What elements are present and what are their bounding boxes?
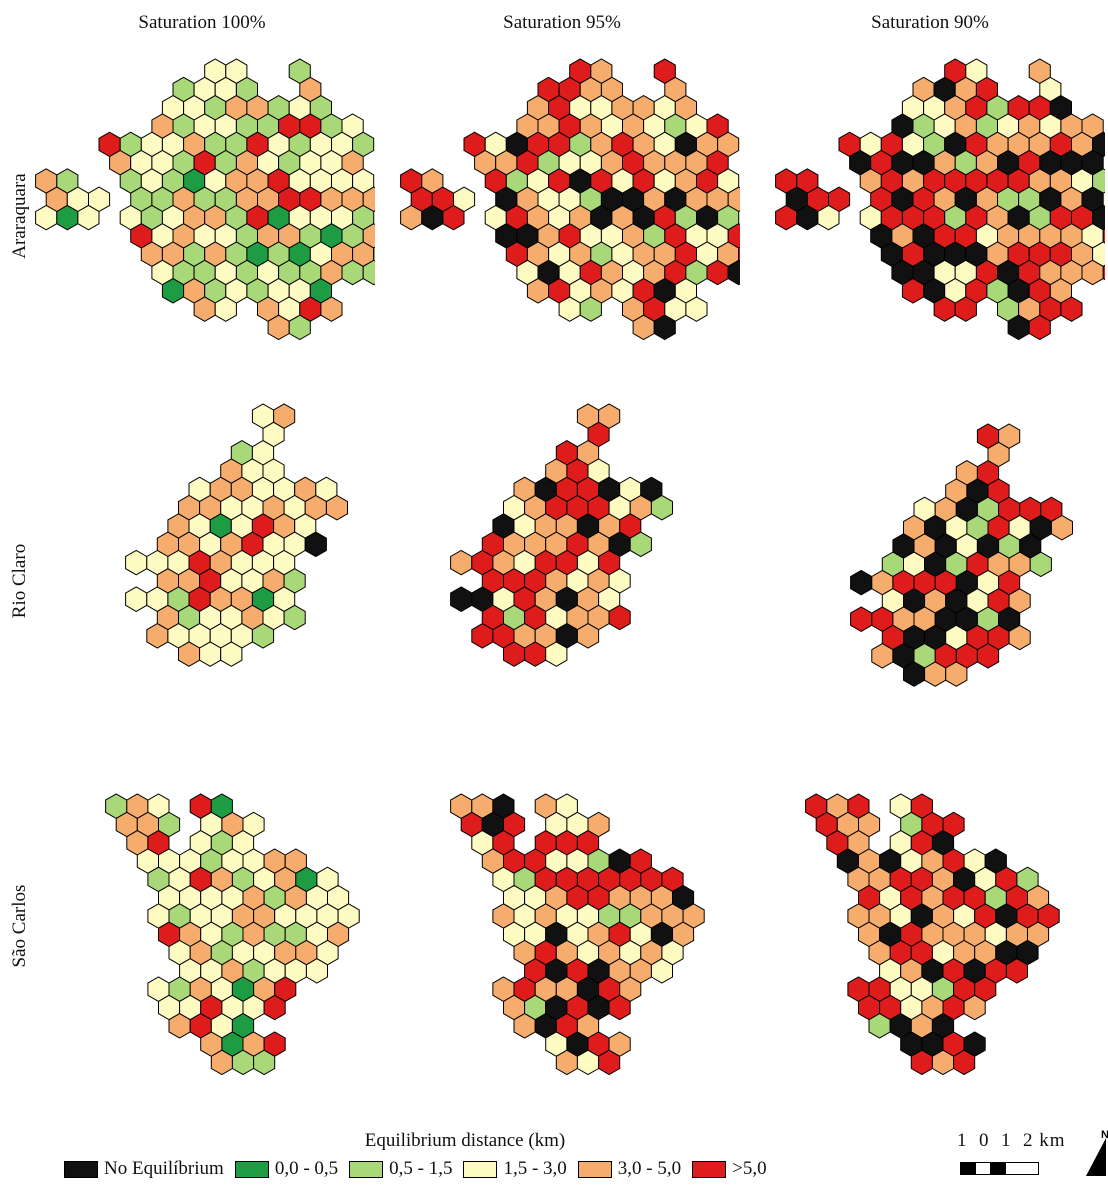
hex-cell	[945, 661, 968, 687]
hex-cell	[283, 604, 306, 631]
hex-cell	[608, 604, 631, 631]
hex-cell	[1005, 958, 1028, 984]
hex-cell	[650, 958, 673, 984]
map-araraquara-saturation-90	[775, 58, 1105, 341]
hex-cell	[653, 314, 676, 341]
map-rio-claro-saturation-100	[125, 403, 348, 667]
hex-cell	[629, 531, 652, 558]
map-sao-carlos-saturation-90	[805, 793, 1060, 1076]
hex-cell	[362, 259, 375, 286]
map-sao-carlos-saturation-100	[105, 793, 360, 1076]
north-arrow-icon: N	[1086, 1129, 1108, 1176]
hex-cell	[214, 296, 237, 322]
hex-cell	[1008, 624, 1031, 651]
legend-title: Equilibrium distance (km)	[364, 1130, 566, 1151]
hex-cell	[727, 259, 740, 286]
hex-cell	[1060, 296, 1083, 322]
hex-cell	[77, 204, 100, 231]
hex-cell	[305, 958, 328, 984]
legend-label: 0,5 - 1,5	[389, 1158, 453, 1179]
hex-cell	[1029, 551, 1052, 578]
hex-cell	[850, 569, 873, 596]
hex-cell	[976, 643, 1000, 669]
hex-cell	[1028, 314, 1051, 341]
map-sao-carlos-saturation-95	[450, 793, 705, 1076]
hex-cell	[450, 549, 473, 576]
row-heading-araraquara: Araraquara	[9, 173, 30, 259]
legend-item-0-0.5: 0,0 - 0,5	[234, 1158, 339, 1180]
legend-label: 3,0 - 5,0	[617, 1158, 682, 1179]
legend-swatch-orange	[577, 1160, 612, 1178]
hex-cell	[608, 994, 631, 1021]
hex-cell	[817, 204, 840, 231]
hex-cell	[263, 994, 286, 1021]
hex-cell	[325, 494, 348, 521]
hex-cell	[545, 641, 568, 667]
hex-cell	[650, 494, 673, 521]
hex-cell	[320, 296, 343, 322]
hex-cell	[598, 1049, 621, 1076]
hex-cell	[450, 586, 473, 612]
hex-cell	[953, 1049, 976, 1076]
hex-cell	[1102, 264, 1105, 281]
map-araraquara-saturation-100	[35, 58, 375, 341]
column-heading-saturation-90: Saturation 90%	[871, 12, 989, 33]
hex-cell	[220, 641, 243, 667]
hex-cell	[442, 204, 465, 231]
scale-bar-label: 1 0 1 2 km	[957, 1130, 1066, 1151]
hex-cell	[850, 606, 873, 632]
column-heading-saturation-100: Saturation 100%	[138, 12, 266, 33]
hex-cell	[253, 1049, 276, 1076]
hex-cell	[579, 296, 602, 322]
hex-cell	[251, 623, 275, 649]
legend-swatch-red	[692, 1160, 727, 1178]
row-heading-sao-carlos: São Carlos	[9, 884, 30, 968]
legend-item-3.0-5.0: 3,0 - 5,0	[577, 1158, 682, 1180]
legend-item-no-equilibrium: No Equilíbrium	[64, 1158, 224, 1180]
legend-item-over-5: >5,0	[692, 1158, 767, 1180]
legend-item-1.5-3.0: 1,5 - 3,0	[463, 1158, 567, 1180]
hex-cell	[1050, 514, 1073, 541]
hex-cell	[125, 549, 148, 576]
legend-swatch-black	[64, 1160, 98, 1178]
legend-label: No Equilíbrium	[104, 1158, 224, 1179]
legend-swatch-dark-green	[234, 1160, 269, 1178]
row-heading-rio-claro: Rio Claro	[9, 543, 30, 619]
legend-label: 0,0 - 0,5	[274, 1158, 339, 1179]
hex-cell	[125, 586, 148, 612]
hex-cell	[576, 623, 600, 649]
column-heading-saturation-95: Saturation 95%	[503, 12, 621, 33]
legend-label: 1,5 - 3,0	[503, 1158, 567, 1179]
legend-swatch-pale-yellow	[463, 1160, 498, 1178]
north-label: N	[1101, 1129, 1108, 1141]
legend-label: >5,0	[732, 1158, 767, 1179]
legend: No Equilíbrium 0,0 - 0,5 0,5 - 1,5 1,5 -…	[64, 1158, 778, 1180]
map-rio-claro-saturation-95	[450, 403, 673, 667]
scale-bar	[960, 1162, 1039, 1175]
map-araraquara-saturation-95	[400, 58, 740, 341]
legend-item-0.5-1.5: 0,5 - 1,5	[349, 1158, 452, 1180]
legend-swatch-light-green	[349, 1160, 384, 1178]
hex-cell	[288, 314, 311, 341]
hex-cell	[963, 994, 986, 1021]
hex-cell	[685, 296, 708, 322]
hex-cell	[954, 296, 977, 322]
map-rio-claro-saturation-90	[850, 423, 1073, 687]
hex-cell	[304, 531, 327, 558]
